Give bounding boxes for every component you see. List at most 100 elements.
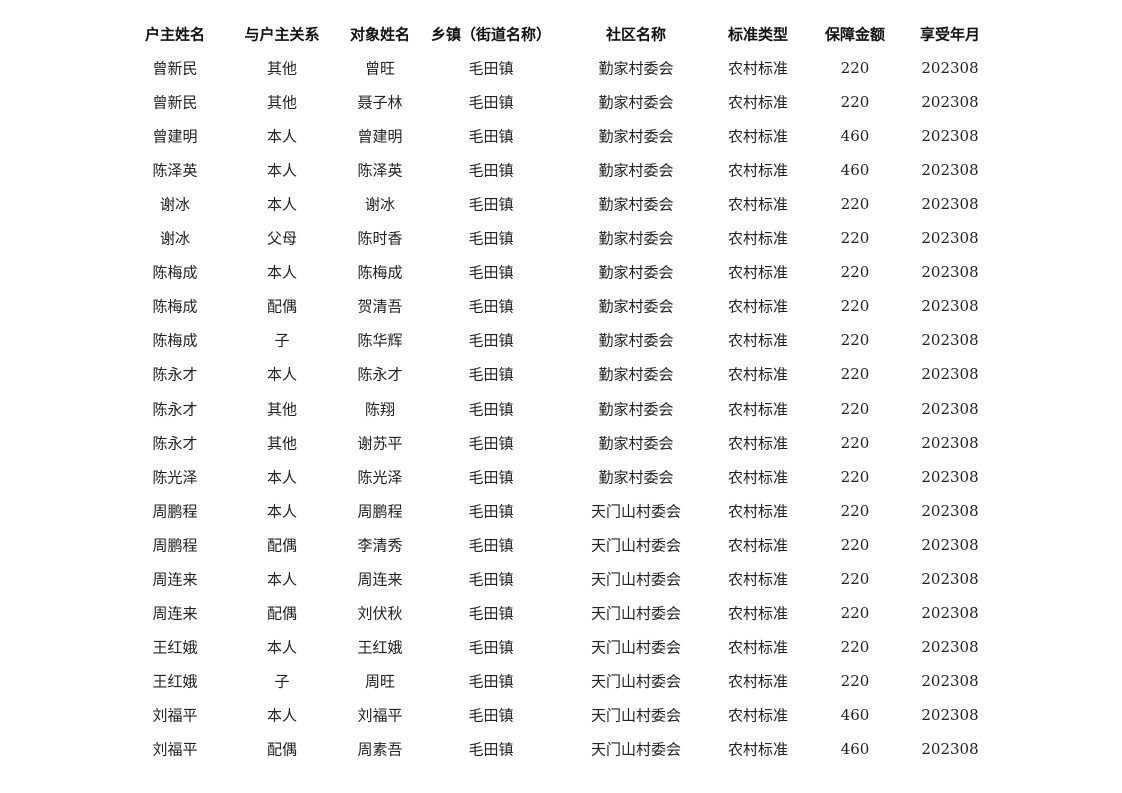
cell-amount: 220	[840, 637, 870, 656]
cell-standard-type: 农村标准	[727, 263, 789, 282]
cell-town: 毛田镇	[468, 434, 514, 453]
cell-household-head: 周连来	[152, 604, 198, 623]
cell-community: 勤家村委会	[598, 195, 674, 214]
cell-recipient-name: 陈光泽	[357, 468, 403, 487]
cell-month: 202308	[921, 705, 979, 724]
cell-amount: 460	[840, 161, 870, 180]
cell-town: 毛田镇	[468, 638, 514, 657]
cell-amount: 220	[840, 263, 870, 282]
cell-household-head: 陈泽英	[152, 161, 198, 180]
cell-standard-type: 农村标准	[727, 365, 789, 384]
cell-community: 勤家村委会	[598, 400, 674, 418]
header-community: 社区名称	[605, 25, 667, 44]
cell-town: 毛田镇	[468, 93, 514, 112]
cell-standard-type: 农村标准	[727, 93, 789, 112]
cell-amount: 460	[840, 127, 870, 146]
cell-community: 勤家村委会	[598, 93, 674, 112]
cell-month: 202308	[921, 297, 979, 316]
cell-month: 202308	[921, 263, 979, 282]
header-recipient-name: 对象姓名	[349, 25, 411, 44]
cell-amount: 220	[840, 365, 870, 384]
cell-household-head: 曾建明	[152, 127, 198, 146]
cell-amount: 220	[840, 569, 870, 588]
cell-amount: 220	[840, 399, 870, 418]
cell-community: 天门山村委会	[590, 672, 682, 691]
cell-standard-type: 农村标准	[727, 638, 789, 657]
cell-relation: 其他	[266, 93, 298, 112]
cell-standard-type: 农村标准	[727, 502, 789, 521]
cell-relation: 本人	[266, 706, 298, 725]
cell-relation: 本人	[266, 638, 298, 657]
cell-household-head: 陈永才	[152, 434, 198, 453]
cell-relation: 本人	[266, 570, 298, 589]
cell-relation: 父母	[266, 229, 298, 248]
cell-amount: 460	[840, 740, 870, 758]
cell-recipient-name: 刘伏秋	[357, 604, 403, 623]
cell-town: 毛田镇	[468, 263, 514, 282]
cell-household-head: 陈永才	[152, 400, 198, 418]
cell-month: 202308	[921, 365, 979, 384]
header-relation: 与户主关系	[244, 25, 320, 44]
cell-community: 勤家村委会	[598, 331, 674, 350]
cell-relation: 配偶	[266, 604, 298, 623]
cell-community: 天门山村委会	[590, 502, 682, 521]
cell-standard-type: 农村标准	[727, 740, 789, 759]
cell-household-head: 曾新民	[152, 93, 198, 112]
cell-town: 毛田镇	[468, 536, 514, 555]
cell-standard-type: 农村标准	[727, 195, 789, 214]
cell-community: 勤家村委会	[598, 229, 674, 248]
cell-community: 勤家村委会	[598, 263, 674, 282]
cell-month: 202308	[921, 637, 979, 656]
cell-standard-type: 农村标准	[727, 400, 789, 418]
cell-town: 毛田镇	[468, 297, 514, 316]
cell-community: 天门山村委会	[590, 706, 682, 725]
cell-household-head: 刘福平	[152, 706, 198, 725]
cell-community: 勤家村委会	[598, 365, 674, 384]
cell-community: 勤家村委会	[598, 434, 674, 453]
cell-amount: 220	[840, 59, 870, 77]
cell-town: 毛田镇	[468, 604, 514, 623]
cell-community: 天门山村委会	[590, 740, 682, 759]
cell-household-head: 陈梅成	[152, 297, 198, 316]
cell-household-head: 周鹏程	[152, 502, 198, 521]
cell-recipient-name: 贺清吾	[357, 297, 403, 316]
cell-month: 202308	[921, 671, 979, 690]
cell-relation: 本人	[266, 161, 298, 180]
cell-amount: 220	[840, 93, 870, 112]
cell-recipient-name: 周连来	[357, 570, 403, 589]
cell-standard-type: 农村标准	[727, 434, 789, 453]
cell-household-head: 陈梅成	[152, 331, 198, 350]
cell-month: 202308	[921, 127, 979, 146]
cell-relation: 本人	[266, 127, 298, 146]
cell-month: 202308	[921, 93, 979, 112]
cell-amount: 220	[840, 331, 870, 350]
cell-amount: 220	[840, 433, 870, 452]
cell-community: 天门山村委会	[590, 604, 682, 623]
cell-standard-type: 农村标准	[727, 229, 789, 248]
cell-town: 毛田镇	[468, 706, 514, 725]
cell-relation: 本人	[266, 365, 298, 384]
cell-household-head: 周连来	[152, 570, 198, 589]
cell-recipient-name: 曾旺	[364, 59, 396, 78]
cell-relation: 本人	[266, 263, 298, 282]
cell-standard-type: 农村标准	[727, 59, 789, 78]
cell-standard-type: 农村标准	[727, 297, 789, 316]
cell-recipient-name: 李清秀	[357, 536, 403, 555]
cell-recipient-name: 陈永才	[357, 365, 403, 384]
cell-amount: 220	[840, 297, 870, 316]
cell-community: 天门山村委会	[590, 570, 682, 589]
cell-amount: 220	[840, 671, 870, 690]
cell-recipient-name: 陈华辉	[357, 331, 403, 350]
cell-standard-type: 农村标准	[727, 706, 789, 725]
cell-relation: 其他	[266, 434, 298, 453]
cell-standard-type: 农村标准	[727, 672, 789, 691]
cell-town: 毛田镇	[468, 502, 514, 521]
cell-amount: 220	[840, 535, 870, 554]
cell-month: 202308	[921, 229, 979, 248]
cell-town: 毛田镇	[468, 740, 514, 759]
cell-town: 毛田镇	[468, 468, 514, 487]
cell-town: 毛田镇	[468, 195, 514, 214]
cell-town: 毛田镇	[468, 331, 514, 350]
cell-relation: 其他	[266, 59, 298, 78]
cell-standard-type: 农村标准	[727, 127, 789, 146]
